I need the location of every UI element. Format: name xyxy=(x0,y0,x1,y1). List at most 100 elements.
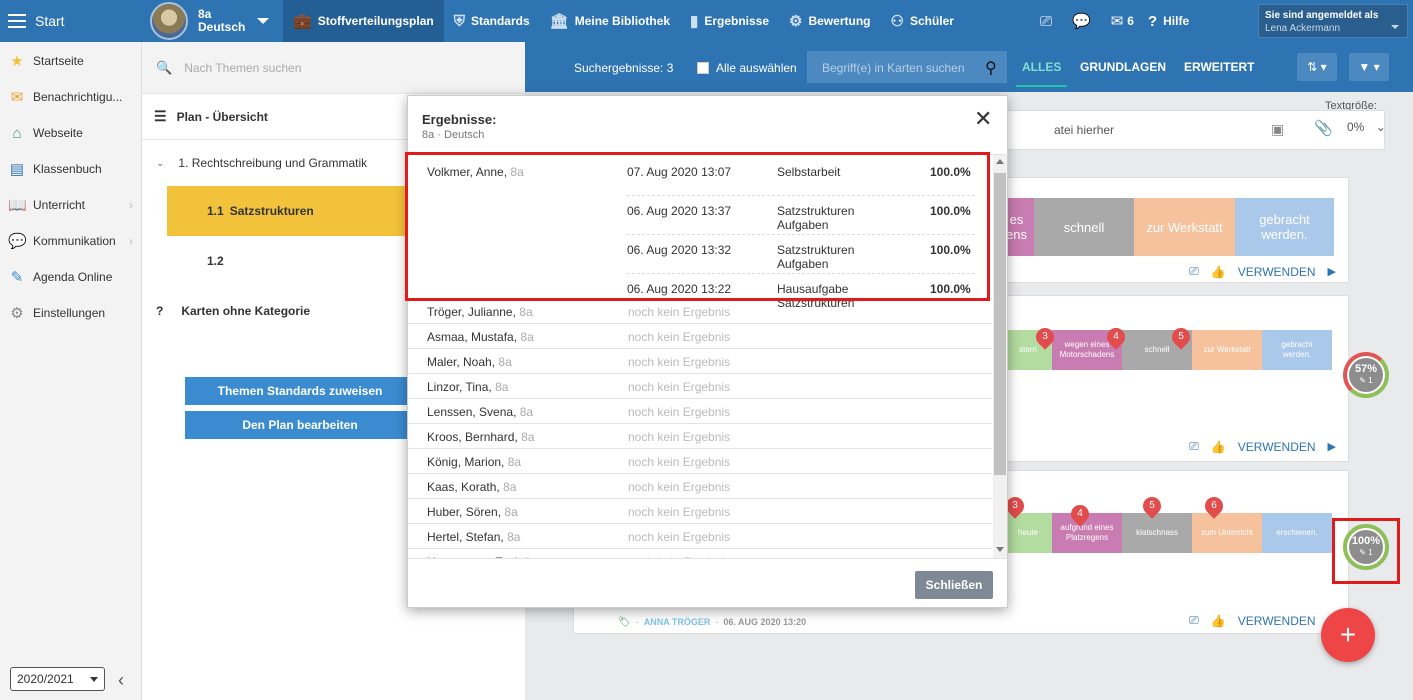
student-row[interactable]: Hertel, Stefan, 8a noch kein Ergebnis xyxy=(408,523,992,548)
collapse-sidebar-icon[interactable]: ‹ xyxy=(118,670,124,690)
chevron-down-icon: ⌄ xyxy=(1375,120,1386,134)
result-task: Satzstrukturen Aufgaben xyxy=(777,204,855,232)
result-entry[interactable]: 06. Aug 2020 13:32 Satzstrukturen Aufgabe… xyxy=(627,235,975,274)
nav-meine-bibliothek[interactable]: 🏛 Meine Bibliothek xyxy=(540,0,680,42)
student-name-text: Kroos, Bernhard, xyxy=(427,430,518,444)
cast-icon[interactable]: ⎚ xyxy=(1040,12,1053,30)
cast-icon[interactable]: ⎚ xyxy=(1189,439,1199,453)
dialog-title: Ergebnisse: xyxy=(422,112,497,127)
student-name: Hauptmann, Toni, 8a xyxy=(427,555,538,558)
pencil-icon: ✎ xyxy=(1359,548,1366,557)
search-icon[interactable]: ⚲ xyxy=(985,60,997,77)
close-button[interactable]: Schließen xyxy=(915,571,993,599)
plan-topic-1-2[interactable]: 1.2 xyxy=(167,236,525,286)
tab-erweitert[interactable]: ERWEITERT xyxy=(1184,60,1255,74)
close-icon[interactable]: ✕ xyxy=(974,106,993,131)
add-card-button[interactable]: + xyxy=(1321,608,1375,662)
select-all-checkbox[interactable]: Alle auswählen xyxy=(697,61,797,75)
result-entry[interactable]: 07. Aug 2020 13:07 Selbstarbeit 100.0% xyxy=(627,157,975,196)
assign-standards-button[interactable]: Themen Standards zuweisen xyxy=(185,377,415,405)
nav-schüler[interactable]: ⚇ Schüler xyxy=(880,0,963,42)
scroll-up-icon[interactable] xyxy=(996,159,1004,164)
shield-icon: ⛨ xyxy=(453,12,465,30)
student-row[interactable]: Tröger, Julianne, 8a noch kein Ergebnis xyxy=(408,298,992,323)
cast-icon[interactable]: ⎚ xyxy=(1189,613,1199,627)
student-row[interactable]: Huber, Sören, 8a noch kein Ergebnis xyxy=(408,498,992,523)
card-author[interactable]: ANNA TRÖGER xyxy=(643,617,711,627)
nav-bewertung[interactable]: ⚙ Bewertung xyxy=(779,0,880,42)
edit-plan-button[interactable]: Den Plan bearbeiten xyxy=(185,411,415,439)
thumbs-up-icon[interactable]: 👍 xyxy=(1210,613,1226,628)
help-link[interactable]: Hilfe xyxy=(1163,14,1190,28)
marker-pin: 4 xyxy=(1067,501,1093,527)
student-class: 8a xyxy=(520,330,534,344)
student-row[interactable]: Linzor, Tina, 8a noch kein Ergebnis xyxy=(408,373,992,398)
nav-standards[interactable]: ⛨ Standards xyxy=(444,0,540,42)
results-list[interactable]: Volkmer, Anne, 8a 07. Aug 2020 13:07 Selb… xyxy=(408,154,1008,558)
no-result-text: noch kein Ergebnis xyxy=(628,355,731,369)
plan-chapter[interactable]: ⌄ 1. Rechtschreibung und Grammatik xyxy=(142,140,525,186)
student-row[interactable]: Kaas, Korath, 8a noch kein Ergebnis xyxy=(408,473,992,498)
progress-ring-100[interactable]: 100% ✎ 1 xyxy=(1343,524,1389,570)
filter-button[interactable]: ▼ ▾ xyxy=(1349,53,1389,81)
sidebar-item-webseite[interactable]: ⌂ Webseite xyxy=(0,115,141,151)
sort-button[interactable]: ⇅ ▾ xyxy=(1297,53,1337,81)
use-button[interactable]: VERWENDEN xyxy=(1237,264,1316,279)
tab-alles[interactable]: ALLES xyxy=(1015,60,1068,87)
sidebar-item-klassenbuch[interactable]: ▤ Klassenbuch xyxy=(0,151,141,187)
no-result-text: noch kein Ergebnis xyxy=(628,480,731,494)
student-row[interactable]: Maler, Noah, 8a noch kein Ergebnis xyxy=(408,348,992,373)
filter-bar: Suchergebnisse: 3 Alle auswählen Begriff… xyxy=(525,42,1413,92)
scroll-down-icon[interactable] xyxy=(996,547,1004,552)
start-button[interactable]: Start xyxy=(0,0,142,42)
text-size-value[interactable]: 0% ⌄ xyxy=(1347,120,1386,134)
student-name: Lenssen, Svena, 8a xyxy=(427,405,533,419)
paperclip-icon[interactable]: 📎 xyxy=(1314,120,1333,137)
play-icon[interactable]: ▶ xyxy=(1327,266,1336,278)
school-year-value: 2020/2021 xyxy=(17,672,74,686)
school-year-select[interactable]: 2020/2021 xyxy=(10,667,105,691)
sidebar-item-benachrichtigu[interactable]: ✉ Benachrichtigu... xyxy=(0,79,141,115)
nav-ergebnisse[interactable]: ▮ Ergebnisse xyxy=(680,0,779,42)
image-icon[interactable]: ▣ xyxy=(1271,121,1285,137)
mail-icon[interactable]: ✉ xyxy=(1110,13,1124,30)
cards-without-category[interactable]: ? Karten ohne Kategorie xyxy=(142,286,525,336)
user-menu[interactable]: Sie sind angemeldet als Lena Ackermann xyxy=(1258,4,1408,38)
student-row[interactable]: Asmaa, Mustafa, 8a noch kein Ergebnis xyxy=(408,323,992,348)
dialog-subtitle: 8a · Deutsch xyxy=(422,129,485,141)
play-icon[interactable]: ▶ xyxy=(1327,441,1336,453)
class-switcher[interactable]: 8a Deutsch xyxy=(150,0,270,42)
highlight-box xyxy=(405,152,990,301)
tab-grundlagen[interactable]: GRUNDLAGEN xyxy=(1080,60,1166,74)
sidebar-item-kommunikation[interactable]: 💬 Kommunikation › xyxy=(0,223,141,259)
scrollbar-thumb[interactable] xyxy=(994,173,1006,475)
student-row[interactable]: Kroos, Bernhard, 8a noch kein Ergebnis xyxy=(408,423,992,448)
student-row[interactable]: Lenssen, Svena, 8a noch kein Ergebnis xyxy=(408,398,992,423)
use-button[interactable]: VERWENDEN xyxy=(1237,613,1316,628)
sidebar-item-unterricht[interactable]: 📖 Unterricht › xyxy=(0,187,141,223)
student-row[interactable]: König, Marion, 8a noch kein Ergebnis xyxy=(408,448,992,473)
chevron-down-icon: ⌄ xyxy=(156,157,165,169)
card-search-input[interactable]: Begriff(e) in Karten suchen xyxy=(807,51,1007,83)
topic-search-input[interactable]: 🔍 Nach Themen suchen xyxy=(142,42,525,94)
help-icon[interactable]: ? xyxy=(1147,12,1158,30)
progress-ring-57[interactable]: 57% ✎ 1 xyxy=(1343,352,1389,398)
class-name: 8a xyxy=(198,7,212,21)
checkbox[interactable] xyxy=(697,62,709,74)
use-button[interactable]: VERWENDEN xyxy=(1237,439,1316,454)
text-size-percent: 0% xyxy=(1347,120,1365,134)
thumbs-up-icon[interactable]: 👍 xyxy=(1210,264,1226,279)
result-entry[interactable]: 06. Aug 2020 13:37 Satzstrukturen Aufgabe… xyxy=(627,196,975,235)
student-row[interactable]: Hauptmann, Toni, 8a noch kein Ergebnis xyxy=(408,548,992,558)
sidebar-item-label: Startseite xyxy=(33,54,84,68)
sidebar-item-agenda-online[interactable]: ✎ Agenda Online xyxy=(0,259,141,295)
cast-icon[interactable]: ⎚ xyxy=(1189,264,1199,278)
nav-stoffverteilungsplan[interactable]: 💼 Stoffverteilungsplan xyxy=(283,0,444,42)
thumbs-up-icon[interactable]: 👍 xyxy=(1210,439,1226,454)
sidebar-item-startseite[interactable]: ★ Startseite xyxy=(0,43,141,79)
chat-bubble-icon[interactable]: 💬 xyxy=(1072,13,1091,30)
tile: gebracht werden. xyxy=(1235,198,1334,256)
sidebar-item-einstellungen[interactable]: ⚙ Einstellungen xyxy=(0,295,141,331)
tile: schnell xyxy=(1034,198,1134,256)
plan-overview-header[interactable]: ☰ Plan - Übersicht xyxy=(142,94,525,140)
